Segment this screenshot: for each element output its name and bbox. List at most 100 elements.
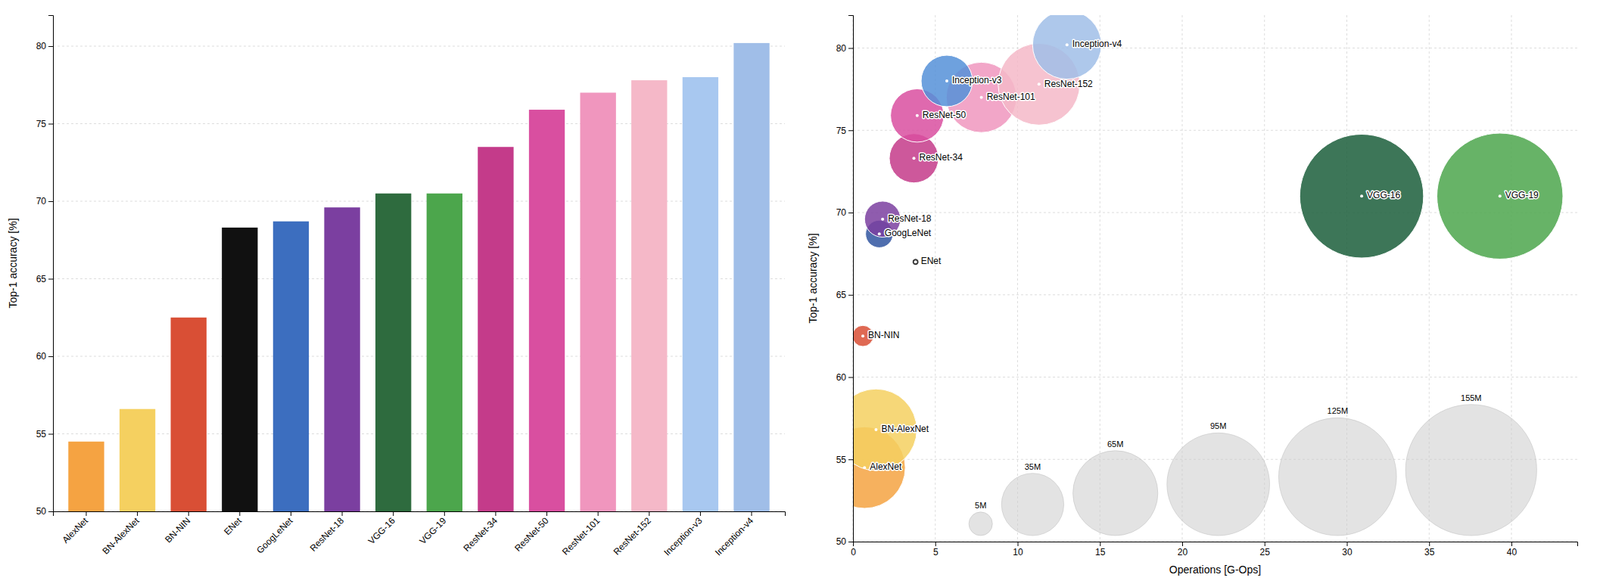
tick: 55 <box>36 429 53 440</box>
bar <box>426 193 463 512</box>
size-legend-label: 155M <box>1460 393 1482 403</box>
tick-mark <box>848 377 853 379</box>
grid-line <box>52 356 785 358</box>
bar <box>273 221 309 512</box>
tick-label: 25 <box>1260 547 1271 558</box>
size-legend-circle <box>1167 432 1271 536</box>
tick: 75 <box>836 125 853 137</box>
point-label: Inception-v4 <box>1072 38 1123 50</box>
tick-label: 65 <box>836 289 847 301</box>
axis: 0 5 10 15 20 25 30 35 40 <box>850 541 1578 558</box>
tick-label: 55 <box>836 454 847 466</box>
point-label: BN-AlexNet <box>880 423 929 435</box>
grid-line <box>52 46 785 47</box>
tick: 30 <box>1341 541 1353 558</box>
tick: ResNet-152 <box>611 511 654 558</box>
tick-label: BN-NIN <box>162 515 193 545</box>
bar <box>68 442 104 512</box>
axis-line <box>48 15 54 513</box>
tick-label: 80 <box>836 43 847 54</box>
size-legend-circle <box>1073 451 1158 536</box>
tick-mark <box>1264 541 1266 547</box>
tick: Inception-v3 <box>661 511 704 559</box>
tick-label: ResNet-50 <box>512 515 551 555</box>
point-label: GoogLeNet <box>884 227 932 239</box>
tick-label: Inception-v3 <box>661 515 704 558</box>
tick-mark <box>1347 541 1348 547</box>
tick-label: 40 <box>1506 547 1518 558</box>
grid-line <box>852 47 1578 49</box>
tick-mark <box>342 511 343 517</box>
tick-label: 50 <box>836 536 847 548</box>
tick-label: GoogLeNet <box>254 515 296 557</box>
tick: 25 <box>1260 541 1271 558</box>
bar <box>580 93 617 513</box>
point-label: ResNet-152 <box>1044 78 1093 90</box>
tick: ResNet-34 <box>461 511 501 555</box>
bar <box>631 80 667 512</box>
grid-line <box>852 376 1578 378</box>
tick-label: 0 <box>850 547 857 558</box>
axis-title: Operations [G-Ops] <box>1169 563 1261 576</box>
bubble-center <box>861 334 865 338</box>
tick: ENet <box>221 511 244 538</box>
tick-mark <box>392 511 394 517</box>
size-legend-circle <box>1405 404 1537 536</box>
tick-label: 80 <box>36 40 47 52</box>
tick-mark <box>188 511 190 517</box>
tick-mark <box>48 511 53 513</box>
tick-label: AlexNet <box>59 515 91 546</box>
size-legend <box>968 404 1537 536</box>
tick-mark <box>848 459 853 461</box>
tick-label: 50 <box>36 506 47 517</box>
tick-mark <box>935 541 937 547</box>
tick-mark <box>848 48 853 50</box>
tick: ResNet-50 <box>512 511 551 555</box>
bars <box>68 43 769 512</box>
tick-label: ENet <box>221 515 244 538</box>
tick-mark <box>1428 541 1430 547</box>
bar <box>221 227 258 512</box>
bubble-center <box>880 217 885 222</box>
tick: GoogLeNet <box>254 511 296 557</box>
size-legend-label: 65M <box>1107 439 1124 449</box>
bar <box>477 146 514 512</box>
tick-label: 20 <box>1177 547 1189 558</box>
tick-label: 15 <box>1095 547 1106 558</box>
tick-mark <box>1017 541 1019 547</box>
point-label: ResNet-18 <box>887 213 932 225</box>
size-legend-label: 125M <box>1327 406 1349 416</box>
bar <box>733 43 769 512</box>
tick-mark <box>700 511 701 517</box>
tick: Inception-v4 <box>712 511 756 559</box>
point-label: ResNet-101 <box>986 91 1036 103</box>
tick-label: ResNet-152 <box>611 515 654 558</box>
tick-mark <box>85 511 87 517</box>
tick-mark <box>239 511 240 517</box>
panel: 051015202530354050556065707580AlexNetBN-… <box>806 10 1579 576</box>
grid <box>852 15 1578 542</box>
tick-label: 75 <box>836 125 847 137</box>
tick-mark <box>48 279 53 281</box>
tick-mark <box>751 511 753 517</box>
axis: 50556065707580 <box>36 15 54 518</box>
tick-label: 65 <box>36 273 47 285</box>
size-legend-label: 35M <box>1024 462 1041 472</box>
tick: 10 <box>1012 541 1024 558</box>
tick: 35 <box>1424 541 1436 558</box>
tick: 50 <box>36 506 53 517</box>
bubble-center <box>912 156 916 160</box>
tick: ResNet-18 <box>308 511 347 555</box>
tick: 5 <box>933 541 939 558</box>
tick: ResNet-101 <box>560 511 602 558</box>
tick-mark <box>1511 541 1513 547</box>
tick: 70 <box>36 196 53 207</box>
axis-line <box>853 542 1579 548</box>
tick-label: BN-AlexNet <box>99 515 142 558</box>
point-label: ResNet-50 <box>922 109 967 121</box>
bubble-center <box>914 260 918 264</box>
grid-line <box>52 278 785 280</box>
tick: 80 <box>836 43 853 54</box>
tick-mark <box>848 295 853 296</box>
tick: 50 <box>836 536 853 548</box>
